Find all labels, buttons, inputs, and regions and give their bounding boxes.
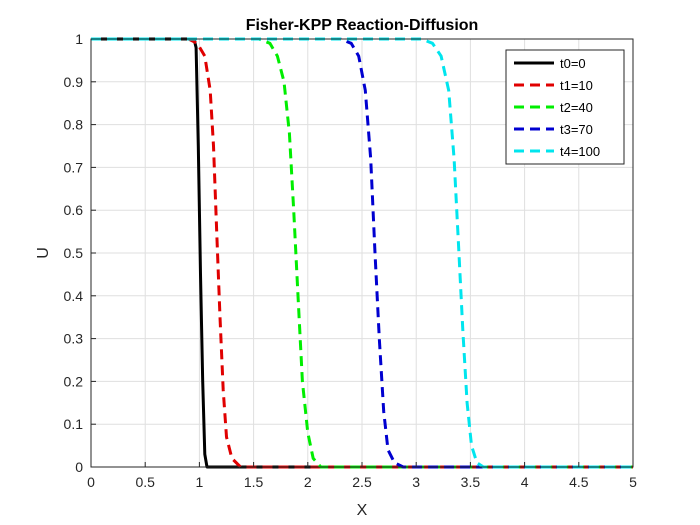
legend-label: t0=0 — [560, 56, 586, 71]
x-axis-label: X — [357, 502, 368, 519]
x-tick-label: 2 — [304, 474, 312, 490]
legend-label: t2=40 — [560, 100, 593, 115]
y-tick-label: 0.1 — [64, 416, 84, 432]
y-tick-label: 0 — [75, 459, 83, 475]
y-tick-label: 0.9 — [64, 74, 84, 90]
x-tick-label: 0.5 — [135, 474, 155, 490]
series-line-t2 — [91, 37, 633, 469]
x-tick-label: 1 — [196, 474, 204, 490]
y-tick-label: 0.3 — [64, 331, 84, 347]
y-tick-label: 0.2 — [64, 373, 84, 389]
series-group — [91, 37, 633, 469]
ticks: 0 0.5 1 1.5 2 2.5 3 3.5 4 4.5 5 0 0.1 0.2 0.3 0.4 0.5 0.6… — [64, 31, 638, 490]
series-line-t4 — [91, 37, 633, 469]
legend-box — [505, 49, 625, 165]
x-tick-label: 0 — [87, 474, 95, 490]
legend-label: t4=100 — [560, 144, 600, 159]
x-tick-label: 2.5 — [352, 474, 372, 490]
y-axis-label: U — [35, 247, 52, 259]
y-tick-label: 0.8 — [64, 117, 84, 133]
x-tick-label: 3 — [412, 474, 420, 490]
legend-label: t1=10 — [560, 78, 593, 93]
chart-title: Fisher-KPP Reaction-Diffusion — [246, 17, 479, 34]
y-tick-label: 0.4 — [64, 288, 84, 304]
y-tick-label: 0.5 — [64, 245, 84, 261]
y-tick-label: 0.6 — [64, 202, 84, 218]
x-tick-label: 4 — [521, 474, 529, 490]
y-tick-label: 0.7 — [64, 159, 84, 175]
legend-label: t3=70 — [560, 122, 593, 137]
y-tick-label: 1 — [75, 31, 83, 47]
x-tick-label: 4.5 — [569, 474, 589, 490]
legend: t0=0 t1=10 t2=40 t3=70 t4=100 — [505, 49, 625, 165]
x-tick-label: 3.5 — [461, 474, 481, 490]
x-tick-label: 5 — [629, 474, 637, 490]
x-tick-label: 1.5 — [244, 474, 264, 490]
series-line-t3 — [91, 37, 633, 469]
